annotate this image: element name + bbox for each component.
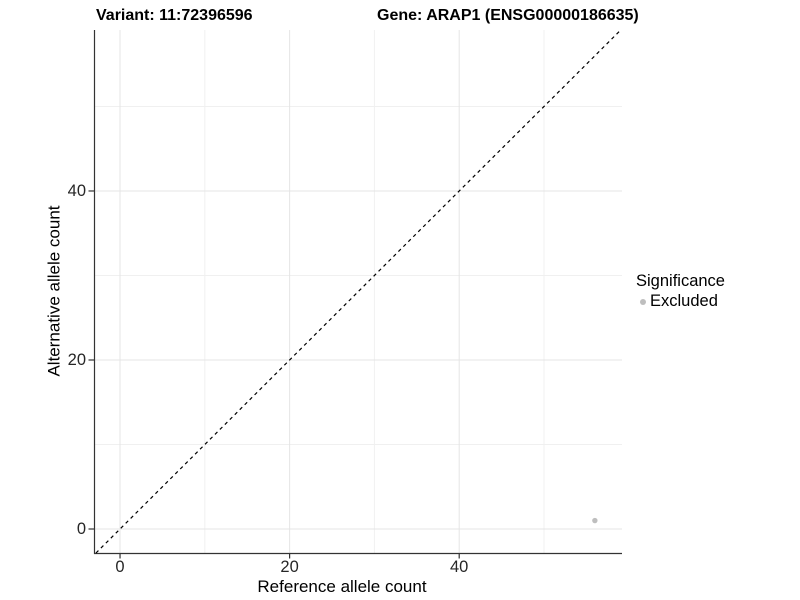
- legend-item-excluded: Excluded: [636, 292, 725, 311]
- y-axis-title: Alternative allele count: [44, 205, 64, 377]
- x-tick-label: 0: [115, 558, 125, 576]
- plot-title-variant: Variant: 11:72396596: [96, 7, 253, 24]
- legend-title: Significance: [636, 272, 725, 290]
- x-axis-title: Reference allele count: [257, 577, 427, 596]
- y-tick-label: 0: [76, 520, 86, 538]
- y-tick-label: 40: [67, 181, 86, 200]
- legend: Significance Excluded: [636, 272, 725, 311]
- x-tick-label: 20: [280, 558, 299, 576]
- legend-key-dot-icon: [640, 298, 646, 305]
- plot-title-gene: Gene: ARAP1 (ENSG00000186635): [377, 7, 639, 24]
- identity-line: [95, 29, 622, 554]
- x-tick-label: 40: [450, 558, 469, 576]
- data-point-excluded: [592, 517, 598, 524]
- y-tick-label: 20: [67, 350, 86, 369]
- legend-item-label: Excluded: [650, 292, 718, 310]
